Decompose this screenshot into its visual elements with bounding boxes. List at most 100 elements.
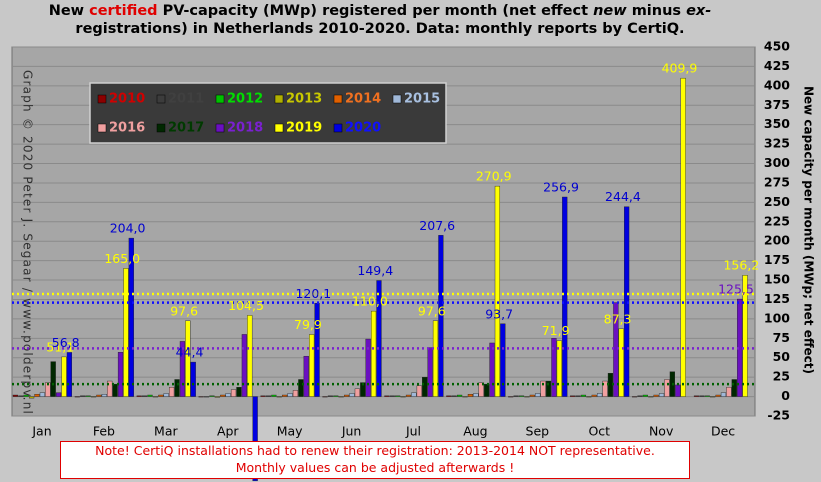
bar [142,395,148,397]
bar [23,394,29,397]
bar [136,395,142,397]
x-tick-label: Dec [711,424,735,439]
bar [360,382,366,397]
bar [179,341,186,397]
data-label: 125,5 [718,282,754,297]
y-tick-label: 100 [764,310,790,325]
bar [591,394,597,397]
bar [484,383,490,397]
x-tick-label: Oct [588,424,610,439]
bar [298,379,304,397]
bar [29,396,35,399]
data-label: 44,4 [176,345,204,360]
bar [198,396,204,398]
legend-swatch [333,94,343,104]
bar [61,356,67,397]
bar [411,392,417,397]
bar [128,237,134,397]
y-tick-label: 150 [764,272,790,287]
bar [309,334,315,397]
data-label: 270,9 [476,169,512,184]
bar [12,394,19,397]
bar [260,395,266,397]
bar [457,394,463,397]
bar [540,380,546,397]
bar [704,395,710,397]
credit: Graph © 2020 Peter J. Segaar / www.polde… [21,70,35,415]
data-label: 56,8 [52,335,80,350]
bar [349,393,355,397]
bar [152,396,159,398]
title-part: certified [89,3,158,19]
bar [500,323,506,397]
bar [384,395,390,397]
bar [74,396,80,398]
bar [451,395,457,397]
bar [225,393,231,397]
x-tick-label: Jul [405,424,421,439]
bar [101,394,107,397]
bar [562,196,568,397]
legend: 2010 2011 2012 2013 2014 2015 2016 2017 2018 2019… [89,82,447,144]
y-tick-label: 225 [764,213,790,228]
y-tick-label: -25 [767,408,790,423]
bar [123,268,129,397]
bar [236,387,242,397]
bar [489,342,495,397]
bar [535,393,541,397]
bar [642,394,648,397]
bar [252,396,258,482]
x-tick-label: Jan [31,424,51,439]
bar [715,394,721,397]
chart-title: New certified PV-capacity (MWp) register… [0,2,760,38]
legend-swatch [215,94,225,104]
data-label: 165,0 [104,251,140,266]
data-label: 87,3 [604,311,632,326]
x-tick-label: Apr [217,424,239,439]
bar [80,395,86,397]
x-tick-label: Nov [649,424,674,439]
data-label: 207,6 [419,218,455,233]
legend-swatch [274,123,284,133]
bar [271,394,277,397]
bar [664,379,670,397]
legend-label: 2010 [109,92,145,107]
y-tick-label: 0 [781,388,790,403]
bar [50,361,56,397]
bar [494,185,501,397]
bar [230,389,237,397]
y-tick-label: 325 [764,136,790,151]
bar [405,394,412,397]
bar [247,315,253,397]
legend-label: 2013 [286,92,322,107]
bar [39,392,46,397]
bar [107,380,113,397]
title-part: New [48,3,90,19]
title-part: PV-capacity (MWp) registered per month (… [157,3,594,19]
bar [653,394,659,397]
bar [96,394,102,397]
x-tick-label: Feb [93,424,115,439]
bar [438,235,444,397]
data-label: 93,7 [485,306,513,321]
bar [56,392,62,397]
bar [85,395,91,397]
data-label: 149,4 [357,263,393,278]
bar [365,338,371,397]
y-tick-label: 250 [764,194,790,209]
x-tick-label: Aug [463,424,487,439]
bar [518,395,525,397]
bar [675,384,681,397]
bar [467,394,474,397]
data-label: 104,5 [228,298,264,313]
legend-swatch [97,94,107,104]
title-part: registrations) in Netherlands 2010-2020.… [75,21,685,37]
x-tick-label: May [277,424,303,439]
data-label: 51,1 [46,339,74,354]
bar [203,396,210,398]
bar [618,328,624,397]
bar [742,275,748,397]
bar [427,347,433,397]
legend-swatch [333,123,343,133]
data-label: 79,9 [294,317,322,332]
